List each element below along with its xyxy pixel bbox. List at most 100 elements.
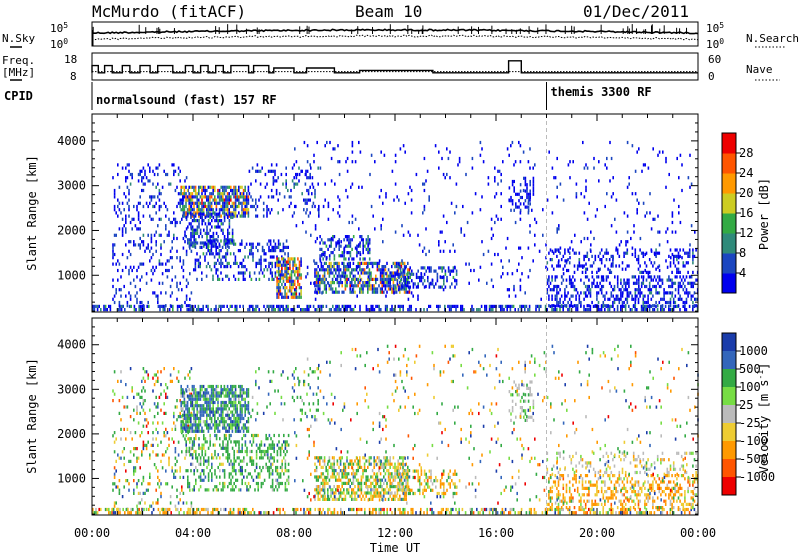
data-cell	[648, 304, 651, 308]
data-cell	[93, 304, 96, 308]
data-cell	[636, 150, 638, 154]
data-cell	[620, 297, 622, 301]
data-cell	[634, 507, 636, 512]
data-cell	[174, 217, 177, 221]
data-cell	[378, 265, 380, 269]
data-cell	[190, 192, 192, 196]
data-cell	[199, 420, 202, 424]
data-cell	[182, 211, 185, 215]
data-cell	[365, 304, 368, 308]
data-cell	[180, 192, 182, 196]
data-cell	[540, 297, 542, 301]
data-cell	[319, 511, 321, 515]
data-cell	[689, 185, 691, 189]
data-cell	[319, 268, 321, 272]
data-cell	[217, 384, 219, 389]
data-cell	[202, 429, 205, 433]
data-cell	[508, 198, 510, 202]
data-cell	[247, 511, 249, 515]
data-cell	[250, 511, 252, 515]
data-cell	[251, 204, 254, 209]
data-cell	[557, 284, 560, 289]
data-cell	[559, 308, 561, 312]
data-cell	[171, 240, 173, 244]
data-cell	[367, 261, 369, 265]
data-cell	[556, 291, 558, 295]
data-cell	[209, 192, 211, 196]
data-cell	[128, 482, 130, 486]
data-cell	[320, 511, 323, 515]
data-cell	[333, 254, 336, 258]
data-cell	[520, 507, 523, 512]
data-cell	[625, 243, 627, 247]
data-cell	[349, 265, 351, 269]
data-cell	[189, 246, 191, 250]
data-cell	[233, 239, 235, 243]
data-cell	[650, 227, 653, 231]
data-cell	[599, 267, 601, 271]
data-cell	[588, 278, 590, 282]
data-cell	[576, 304, 579, 308]
data-cell	[209, 423, 211, 427]
data-cell	[222, 204, 224, 209]
data-cell	[222, 198, 224, 202]
data-cell	[428, 198, 430, 202]
data-cell	[165, 204, 167, 209]
data-cell	[184, 376, 186, 380]
data-cell	[589, 507, 592, 512]
data-cell	[407, 290, 409, 294]
data-cell	[209, 265, 211, 269]
data-cell	[188, 201, 190, 205]
data-cell	[183, 413, 186, 417]
data-cell	[556, 304, 558, 308]
data-cell	[241, 239, 243, 243]
data-cell	[285, 292, 288, 296]
data-cell	[186, 511, 188, 515]
data-cell	[559, 507, 561, 512]
data-cell	[205, 507, 208, 512]
data-cell	[280, 172, 283, 177]
data-cell	[346, 251, 348, 255]
data-cell	[276, 282, 278, 287]
data-cell	[242, 214, 245, 218]
data-cell	[598, 268, 600, 273]
data-cell	[624, 251, 627, 255]
data-cell	[139, 262, 141, 266]
data-cell	[228, 222, 231, 226]
data-cell	[412, 294, 414, 298]
data-cell	[228, 219, 231, 223]
data-cell	[642, 270, 645, 274]
data-cell	[682, 281, 685, 285]
data-cell	[246, 420, 248, 424]
data-cell	[212, 423, 214, 427]
data-cell	[115, 262, 117, 266]
data-cell	[400, 265, 403, 269]
data-cell	[160, 217, 162, 221]
data-cell	[149, 482, 151, 486]
data-cell	[246, 204, 248, 209]
data-cell	[554, 284, 557, 289]
data-cell	[608, 507, 611, 512]
data-cell	[152, 443, 154, 447]
data-cell	[223, 388, 226, 392]
data-cell	[211, 219, 213, 223]
data-cell	[458, 507, 460, 512]
data-cell	[338, 241, 340, 245]
data-cell	[212, 198, 214, 202]
data-cell	[409, 275, 411, 280]
data-cell	[322, 304, 324, 308]
data-cell	[226, 391, 229, 395]
data-cell	[461, 507, 464, 512]
data-cell	[207, 214, 210, 218]
data-cell	[357, 277, 359, 281]
data-cell	[196, 397, 198, 401]
data-cell	[139, 434, 141, 438]
data-cell	[383, 274, 385, 278]
data-cell	[241, 214, 243, 218]
data-cell	[373, 284, 375, 288]
data-cell	[423, 156, 426, 161]
data-cell	[169, 284, 172, 289]
data-cell	[679, 153, 682, 157]
data-cell	[238, 423, 240, 427]
data-cell	[524, 176, 527, 180]
